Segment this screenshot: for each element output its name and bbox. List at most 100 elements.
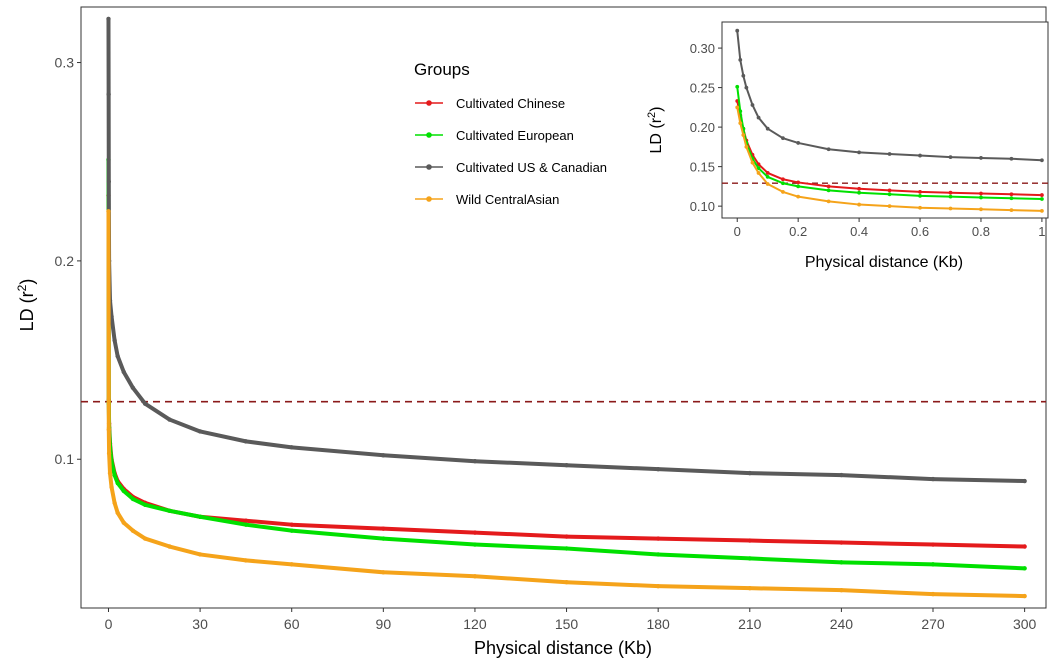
inset-data-point (826, 147, 831, 152)
main-data-point (243, 439, 249, 444)
inset-x-axis-title: Physical distance (Kb) (805, 254, 963, 271)
main-data-point (1022, 544, 1027, 549)
legend-item-wild-centralasian: Wild CentralAsian (415, 192, 559, 207)
inset-data-point (738, 121, 743, 126)
main-data-point (839, 587, 844, 593)
inset-y-tick-label: 0.30 (690, 41, 715, 56)
inset-y-tick-label: 0.20 (690, 120, 715, 135)
main-data-point (655, 552, 661, 557)
inset-data-point (756, 166, 761, 171)
inset-x-axis: 0 0.2 0.4 0.6 0.8 1 (734, 218, 1046, 239)
main-data-point (655, 536, 661, 541)
main-data-point (930, 591, 936, 597)
main-data-point (109, 484, 114, 490)
main-series-line-wild-centralasian (106, 209, 1027, 599)
inset-data-point (735, 28, 740, 33)
inset-data-point (1040, 158, 1044, 163)
inset-data-point (744, 85, 749, 90)
main-data-point (747, 556, 752, 561)
inset-data-point (1009, 192, 1014, 197)
main-x-tick-label: 240 (830, 616, 854, 632)
inset-data-point (948, 155, 953, 160)
main-data-point (1022, 566, 1027, 571)
inset-data-point (781, 177, 785, 182)
inset-data-point (887, 204, 892, 209)
inset-x-tick-label: 1 (1038, 224, 1045, 239)
inset-series-group (735, 28, 1044, 213)
inset-data-point (857, 186, 862, 191)
main-data-point (655, 466, 661, 472)
main-x-tick-label: 300 (1013, 616, 1037, 632)
inset-data-point (1040, 208, 1044, 213)
inset-data-point (826, 199, 831, 204)
inset-data-point (741, 133, 746, 137)
inset-series-cultivated-us-canadian (735, 28, 1044, 163)
inset-data-point (796, 184, 801, 189)
main-data-point (930, 542, 936, 547)
inset-data-point (1009, 156, 1014, 161)
inset-x-tick-label: 0.2 (789, 224, 807, 239)
main-data-point (197, 429, 203, 434)
legend-items: Cultivated Chinese Cultivated European Cul… (415, 96, 607, 207)
main-data-point (112, 472, 117, 478)
legend: Groups Cultivated Chinese Cultivated Euro… (414, 60, 607, 207)
main-data-point (564, 462, 569, 468)
legend-item-cultivated-chinese: Cultivated Chinese (415, 96, 565, 111)
main-data-point (381, 526, 386, 531)
inset-plot-border (721, 21, 1049, 219)
inset-data-point (948, 194, 953, 199)
main-y-axis-title: LD (r2) (15, 279, 37, 332)
inset-y-tick-label: 0.10 (690, 199, 715, 214)
main-data-point (564, 580, 569, 585)
main-data-point (243, 518, 249, 523)
inset-data-point (1009, 208, 1014, 212)
main-data-point (472, 530, 478, 535)
legend-item-cultivated-us-canadian: Cultivated US & Canadian (415, 160, 607, 175)
main-data-point (564, 534, 569, 539)
main-data-point (121, 488, 126, 494)
inset-x-tick-label: 0.6 (911, 224, 929, 239)
inset-data-point (765, 171, 770, 175)
inset-data-point (738, 58, 743, 62)
main-data-point (289, 562, 294, 567)
main-data-point (289, 522, 294, 527)
main-data-point (115, 510, 120, 515)
main-data-point (564, 546, 569, 551)
main-x-tick-label: 180 (646, 616, 670, 632)
legend-label: Cultivated European (456, 128, 574, 143)
main-x-tick-label: 120 (463, 616, 487, 632)
main-data-point (747, 538, 752, 543)
main-data-point (747, 585, 752, 591)
main-data-point (142, 502, 148, 508)
main-x-tick-label: 210 (738, 616, 762, 632)
main-data-point (472, 542, 478, 547)
inset-x-tick-label: 0 (734, 224, 741, 239)
inset-data-point (781, 136, 785, 141)
inset-data-point (735, 105, 740, 110)
main-data-point (142, 401, 148, 406)
main-x-tick-label: 30 (192, 616, 208, 632)
inset-data-point (796, 180, 801, 185)
main-data-point (472, 459, 478, 464)
legend-title: Groups (414, 60, 470, 79)
main-x-tick-label: 60 (284, 616, 300, 632)
main-data-point (472, 574, 478, 579)
legend-key-point (426, 132, 432, 138)
inset-series-cultivated-european (735, 84, 1044, 201)
inset-data-point (1040, 193, 1044, 197)
main-data-point (197, 514, 203, 519)
main-y-tick-label: 0.1 (55, 451, 75, 467)
main-data-point (112, 500, 117, 506)
main-data-point (106, 451, 112, 456)
main-data-point (243, 558, 249, 563)
inset-y-axis-title: LD (r2) (646, 106, 665, 153)
main-data-point (839, 560, 844, 565)
inset-data-point (918, 153, 922, 158)
inset-data-point (781, 181, 785, 186)
legend-key-point (426, 100, 432, 106)
inset-data-point (857, 190, 862, 195)
main-series-group (106, 16, 1027, 599)
main-data-point (167, 544, 172, 549)
inset-data-point (765, 126, 770, 131)
main-data-point (197, 552, 203, 557)
